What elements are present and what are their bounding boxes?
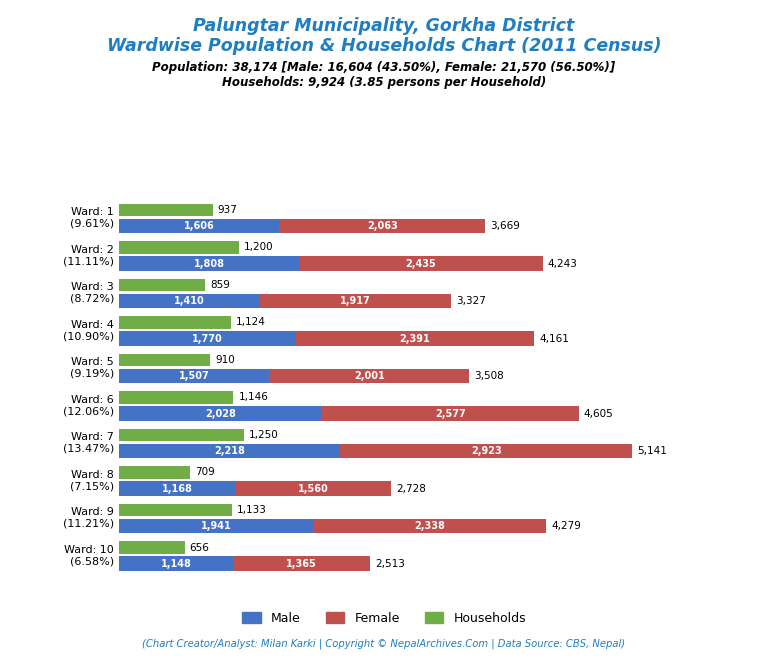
Text: Wardwise Population & Households Chart (2011 Census): Wardwise Population & Households Chart (… [107, 37, 661, 55]
Text: Households: 9,924 (3.85 persons per Household): Households: 9,924 (3.85 persons per Hous… [222, 76, 546, 89]
Text: 3,669: 3,669 [490, 221, 520, 231]
Text: 2,063: 2,063 [367, 221, 398, 231]
Bar [300, 256, 543, 271]
Bar [322, 406, 579, 421]
Text: 2,218: 2,218 [214, 446, 245, 456]
Text: 2,577: 2,577 [435, 408, 465, 418]
Bar [119, 541, 184, 553]
Text: 3,327: 3,327 [456, 296, 486, 306]
Bar [119, 406, 322, 421]
Bar [119, 504, 232, 516]
Text: 1,250: 1,250 [249, 430, 279, 440]
Text: 1,507: 1,507 [179, 371, 210, 381]
Text: 859: 859 [210, 280, 230, 290]
Bar [119, 256, 300, 271]
Bar [270, 369, 469, 384]
Text: 2,001: 2,001 [354, 371, 385, 381]
Text: 1,124: 1,124 [237, 318, 266, 328]
Text: 2,435: 2,435 [406, 258, 436, 268]
Bar [119, 429, 244, 441]
Bar [119, 466, 190, 479]
Text: 2,338: 2,338 [414, 521, 445, 531]
Bar [236, 482, 392, 496]
Legend: Male, Female, Households: Male, Female, Households [237, 607, 531, 630]
Bar [260, 294, 452, 308]
Text: 4,161: 4,161 [539, 334, 569, 344]
Text: Palungtar Municipality, Gorkha District: Palungtar Municipality, Gorkha District [194, 17, 574, 35]
Bar [119, 331, 296, 346]
Bar [233, 556, 370, 571]
Text: 1,770: 1,770 [192, 334, 223, 344]
Bar [119, 204, 213, 216]
Text: 2,513: 2,513 [375, 559, 405, 569]
Bar [119, 294, 260, 308]
Text: 910: 910 [215, 355, 235, 365]
Text: 2,028: 2,028 [205, 408, 236, 418]
Text: 1,560: 1,560 [298, 484, 329, 494]
Text: 1,808: 1,808 [194, 258, 225, 268]
Bar [119, 242, 239, 254]
Bar [340, 444, 632, 458]
Text: 1,148: 1,148 [161, 559, 192, 569]
Text: 4,605: 4,605 [584, 408, 614, 418]
Text: 1,410: 1,410 [174, 296, 205, 306]
Text: 5,141: 5,141 [637, 446, 667, 456]
Text: 3,508: 3,508 [475, 371, 504, 381]
Bar [119, 354, 210, 366]
Text: 709: 709 [195, 468, 214, 478]
Text: 1,168: 1,168 [162, 484, 193, 494]
Text: 1,133: 1,133 [237, 505, 267, 515]
Bar [119, 444, 340, 458]
Text: 937: 937 [217, 205, 237, 215]
Text: 2,923: 2,923 [471, 446, 502, 456]
Text: Population: 38,174 [Male: 16,604 (43.50%), Female: 21,570 (56.50%)]: Population: 38,174 [Male: 16,604 (43.50%… [152, 61, 616, 75]
Text: 1,606: 1,606 [184, 221, 214, 231]
Bar [280, 218, 485, 233]
Bar [119, 316, 231, 328]
Bar [119, 392, 233, 404]
Bar [296, 331, 535, 346]
Text: 1,917: 1,917 [340, 296, 371, 306]
Text: 1,365: 1,365 [286, 559, 317, 569]
Text: 1,146: 1,146 [238, 392, 268, 402]
Bar [119, 482, 236, 496]
Bar [119, 218, 280, 233]
Text: 1,200: 1,200 [244, 242, 273, 252]
Text: 4,243: 4,243 [548, 258, 578, 268]
Bar [313, 519, 546, 533]
Text: (Chart Creator/Analyst: Milan Karki | Copyright © NepalArchives.Com | Data Sourc: (Chart Creator/Analyst: Milan Karki | Co… [142, 639, 626, 649]
Text: 2,391: 2,391 [399, 334, 431, 344]
Text: 1,941: 1,941 [200, 521, 231, 531]
Bar [119, 519, 313, 533]
Bar [119, 556, 233, 571]
Text: 656: 656 [190, 543, 210, 553]
Bar [119, 279, 205, 291]
Text: 2,728: 2,728 [396, 484, 426, 494]
Text: 4,279: 4,279 [551, 521, 581, 531]
Bar [119, 369, 270, 384]
